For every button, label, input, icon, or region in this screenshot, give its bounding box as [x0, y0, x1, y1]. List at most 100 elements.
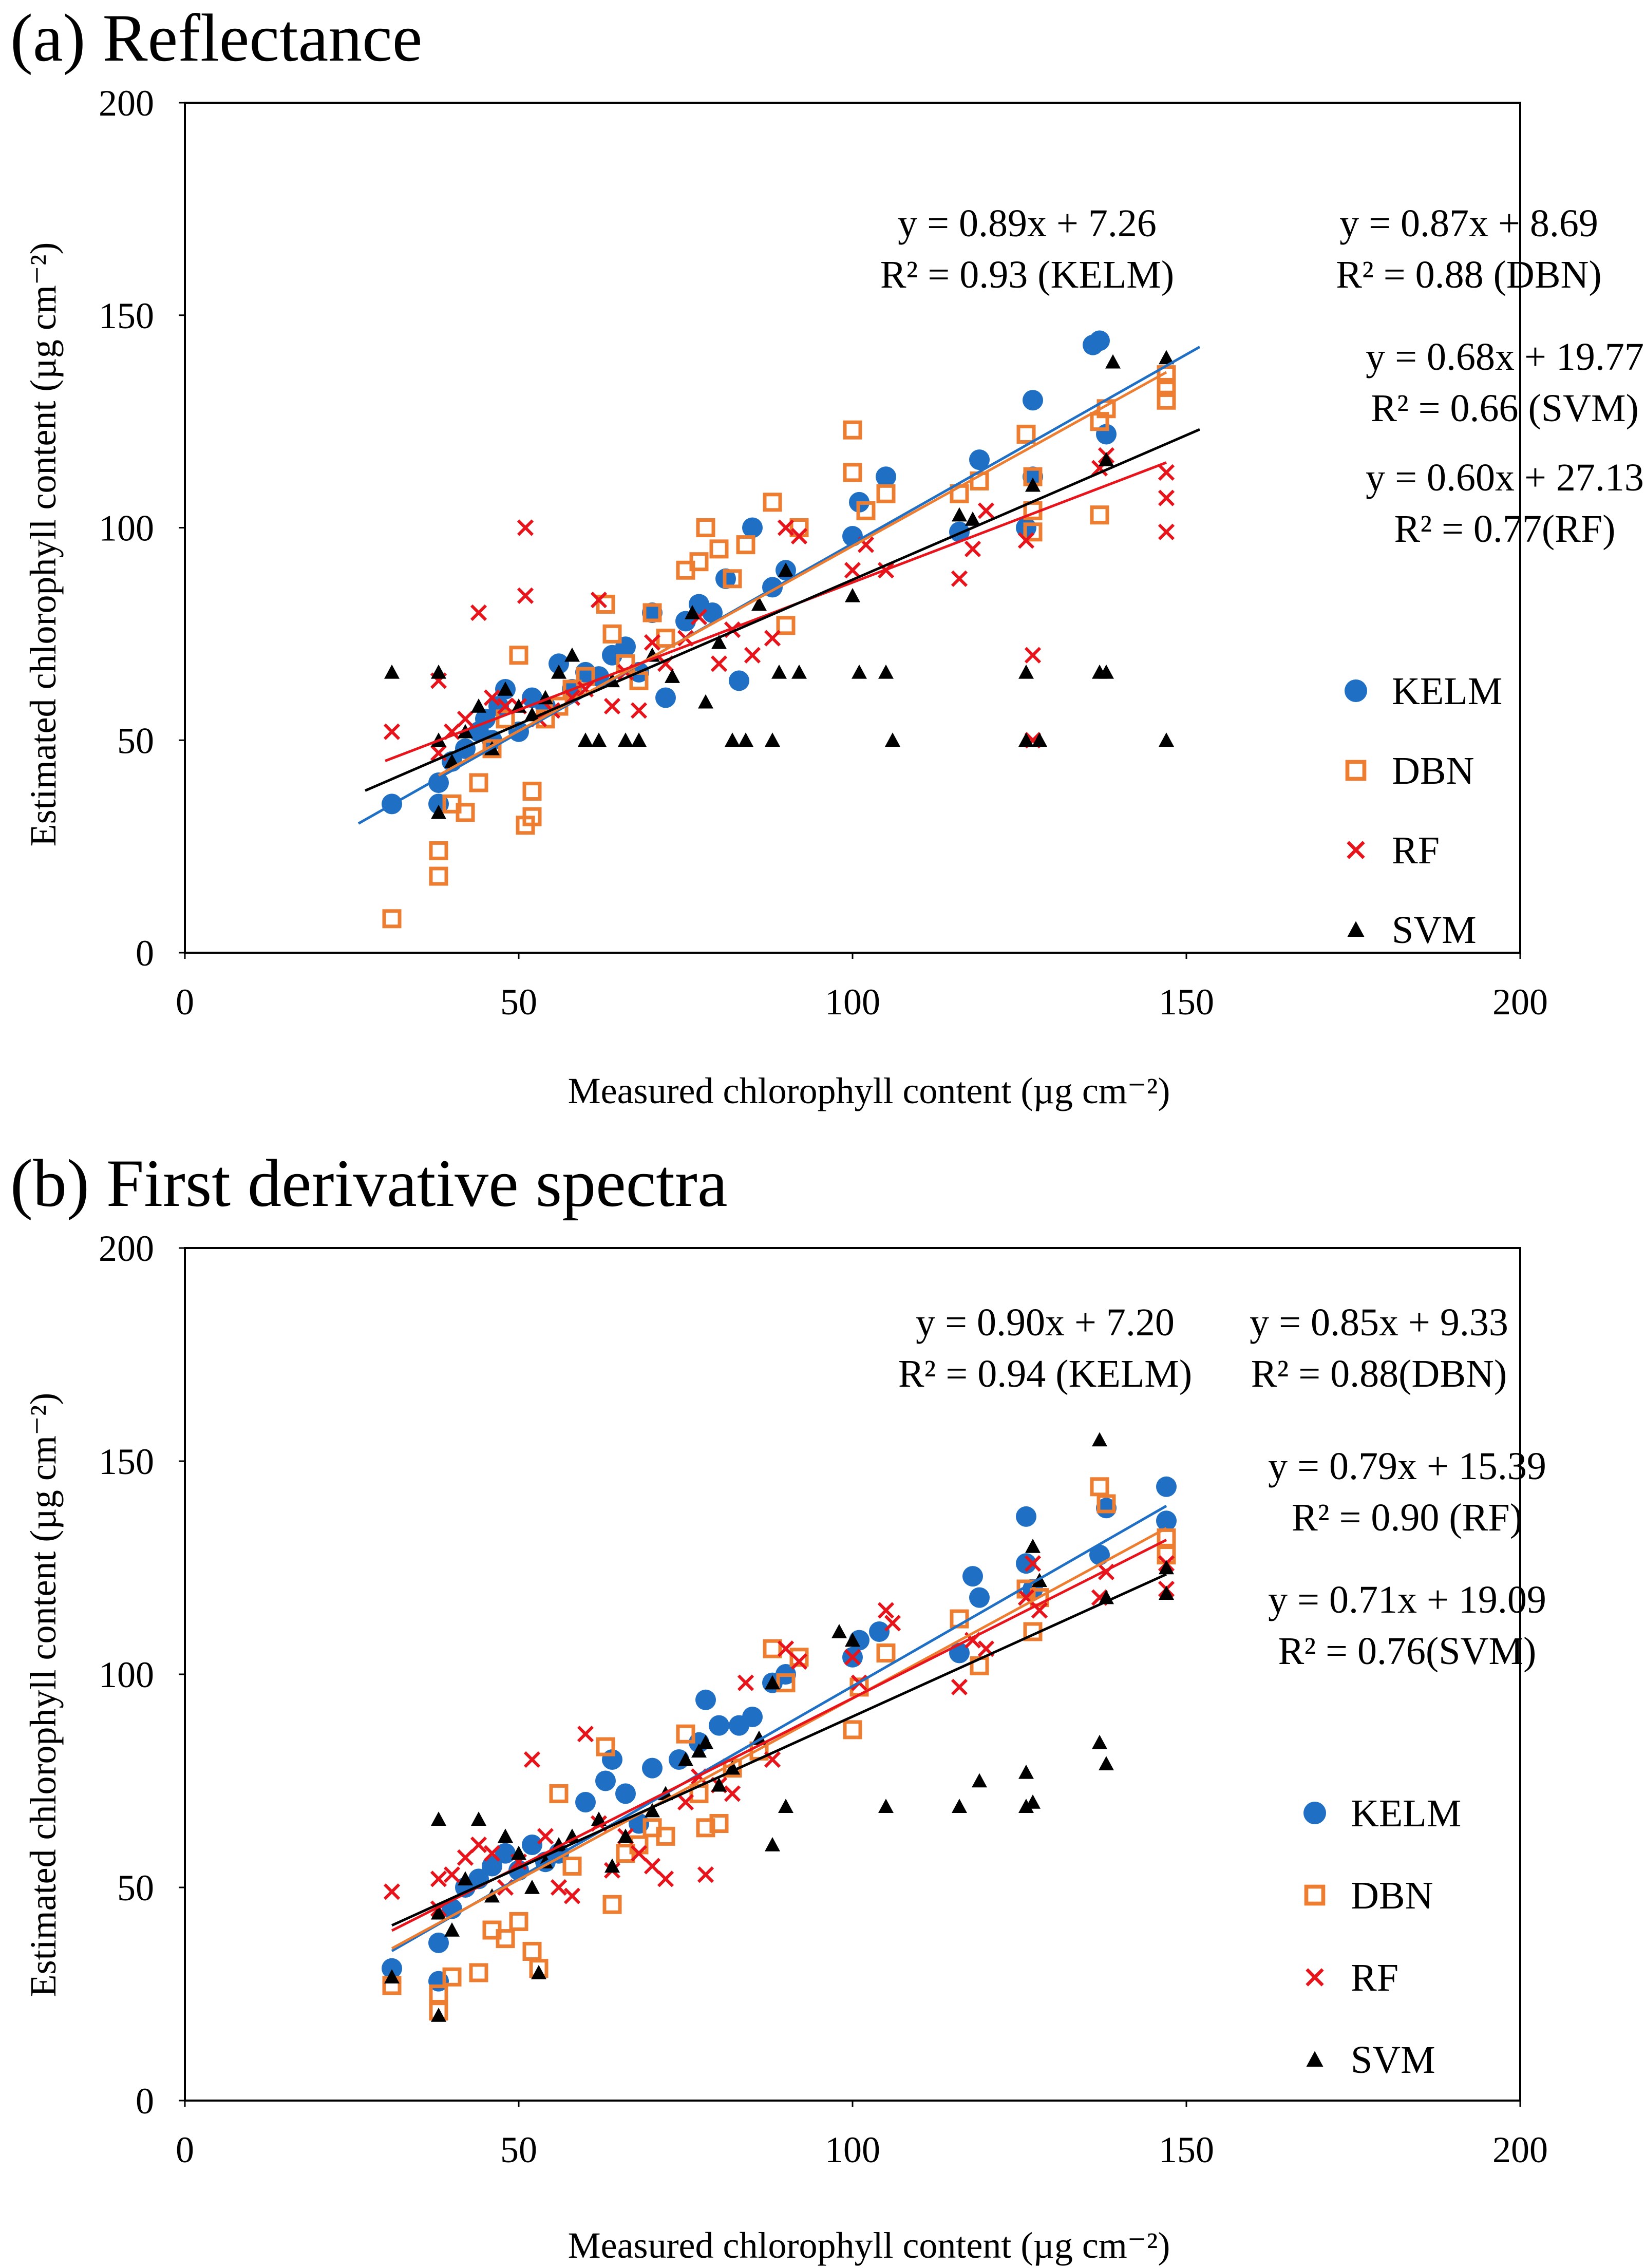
svm-point [578, 732, 593, 747]
svm-point [1159, 350, 1174, 365]
dbn-point [876, 1643, 896, 1662]
rf-point [1017, 532, 1035, 549]
svm-point [431, 1811, 446, 1826]
panel-a-plot-frame [184, 102, 1521, 954]
panel-b-first-derivative: (b) First derivative spectra Estimated c… [10, 1145, 1548, 2266]
rf-point [523, 1751, 541, 1768]
legend-label-rf: RF [1392, 829, 1440, 872]
dbn-point [843, 463, 862, 482]
rf-point [630, 702, 648, 719]
x-tick-label: 150 [1159, 981, 1214, 1023]
svm-point [384, 664, 400, 679]
rf-point [977, 502, 995, 519]
kelm-point [482, 1856, 502, 1877]
dbn-point [689, 552, 709, 572]
legend-label-dbn: DBN [1351, 1874, 1433, 1917]
x-tick-label: 100 [825, 2129, 880, 2170]
svm-point [878, 664, 894, 679]
svm-point [471, 698, 486, 713]
dbn-fit-line [438, 371, 1167, 777]
svm-point [551, 664, 566, 679]
dbn-point [469, 1963, 488, 1982]
rf-point [657, 1870, 674, 1887]
kelm-point [575, 1792, 596, 1812]
plot-frame [184, 1247, 1521, 2102]
rf-point [710, 655, 728, 672]
kelm-point [495, 1843, 516, 1864]
kelm-point [655, 687, 676, 708]
x-tick-label: 50 [500, 981, 537, 1023]
dbn-point [736, 535, 755, 555]
x-tick-label: 200 [1492, 2129, 1548, 2170]
svm-point [384, 1969, 400, 1984]
svm-fit-line [365, 428, 1200, 792]
dbn-point [596, 1737, 615, 1756]
rf-point [777, 519, 795, 536]
svm-point [665, 669, 680, 683]
legend-marker-rf [1347, 841, 1365, 859]
svm-point [698, 694, 713, 709]
equation-kelm: y = 0.90x + 7.20 [916, 1301, 1175, 1344]
kelm-point [382, 1958, 402, 1979]
legend-label-kelm: KELM [1351, 1792, 1461, 1835]
svm-point [1159, 1585, 1174, 1600]
panel-a-tick-labels: 0 50 100 150 200 0 50 100 150 200 [99, 83, 1548, 1023]
rf-point [430, 1870, 447, 1887]
panel-a-fit-lines [357, 346, 1201, 825]
panel-a-equations: y = 0.89x + 7.26 R² = 0.93 (KELM) y = 0.87… [880, 202, 1644, 551]
svm-point [524, 1880, 540, 1894]
svm-point [698, 1734, 713, 1749]
panel-b-tick-labels: 0 50 100 150 200 0 50 100 150 200 [99, 1228, 1548, 2170]
panel-a-points [382, 330, 1176, 929]
rf-point [844, 562, 861, 579]
svm-point [431, 804, 446, 819]
legend-label-kelm: KELM [1392, 670, 1502, 713]
r-squared-dbn: R² = 0.88 (DBN) [1336, 253, 1601, 296]
svm-point [564, 1828, 580, 1843]
dbn-point [1090, 505, 1109, 525]
svm-point [1105, 354, 1121, 369]
dbn-point [429, 841, 448, 860]
r-squared-svm: R² = 0.76(SVM) [1278, 1630, 1537, 1673]
svm-point [591, 732, 607, 747]
kelm-point [969, 449, 990, 470]
svm-point [1099, 452, 1114, 466]
kelm-point [428, 772, 449, 793]
kelm-point [549, 653, 569, 674]
rf-point [644, 1858, 661, 1875]
kelm-point [1089, 1544, 1110, 1565]
svm-point [711, 1777, 727, 1792]
rf-point [563, 1887, 581, 1904]
dbn-point [876, 484, 896, 503]
kelm-point [455, 738, 476, 759]
rf-point [517, 519, 534, 536]
rf-point [483, 1845, 501, 1862]
kelm-point [1016, 1506, 1036, 1527]
rf-point [844, 1649, 861, 1666]
dbn-point [656, 629, 675, 648]
svm-point [1032, 732, 1047, 747]
kelm-point [522, 1835, 542, 1855]
svm-point [885, 732, 900, 747]
dbn-point [442, 1967, 462, 1987]
r-squared-dbn: R² = 0.88(DBN) [1251, 1352, 1507, 1395]
panel-b-title: (b) First derivative spectra [10, 1145, 728, 1221]
rf-point [877, 1602, 895, 1619]
x-tick-label: 0 [176, 2129, 194, 2170]
svm-point [691, 1743, 707, 1758]
legend-marker-kelm [1345, 679, 1367, 702]
rf-point [577, 1726, 594, 1743]
svm-point [1018, 664, 1034, 679]
svm-point [1099, 664, 1114, 679]
r-squared-svm: R² = 0.66 (SVM) [1371, 387, 1639, 430]
svm-point [1159, 732, 1174, 747]
svm-point [511, 1845, 526, 1860]
legend-marker-svm [1347, 921, 1365, 937]
kelm-point [729, 670, 749, 691]
dbn-point [696, 1818, 715, 1838]
equation-rf: y = 0.79x + 15.39 [1268, 1445, 1546, 1488]
panel-b-fit-lines [391, 1504, 1167, 1952]
svm-point [531, 1965, 546, 1979]
dbn-point [596, 594, 615, 614]
svm-point [771, 664, 787, 679]
